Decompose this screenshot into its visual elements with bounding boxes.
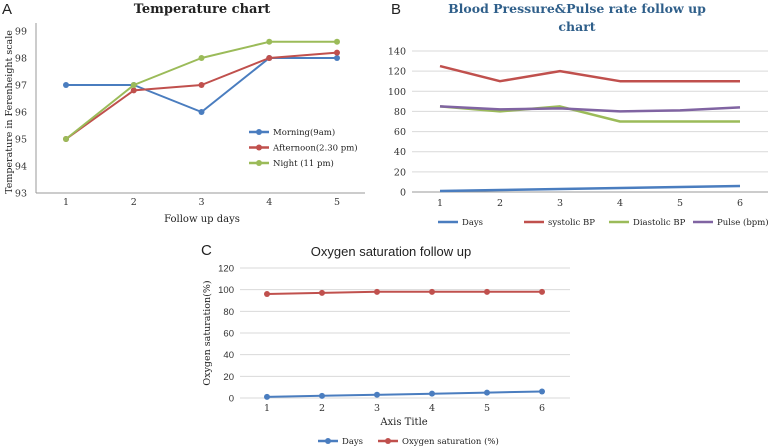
chart-a-series-afternoon-2-30-pm-point xyxy=(334,49,340,56)
chart-b-x-tick-label: 6 xyxy=(737,198,743,209)
chart-b-x-tick-label: 1 xyxy=(437,198,443,209)
chart-b-y-tick-label: 60 xyxy=(394,127,406,138)
chart-c-series-days-point xyxy=(539,388,545,395)
panel-b-letter: B xyxy=(391,1,401,18)
chart-b-legend-label: Days xyxy=(462,218,483,228)
chart-a-series-night-11-pm-point xyxy=(266,38,273,45)
chart-c-series-days-point xyxy=(429,390,435,397)
chart-c-series-days-point xyxy=(264,393,270,400)
chart-c-legend-marker xyxy=(385,438,391,444)
chart-c-series-oxygen-saturation-point xyxy=(319,289,325,296)
chart-a-series-morning-9am-point xyxy=(63,82,69,88)
chart-b-series-diastolic-bp-line xyxy=(439,105,740,123)
chart-a-legend-label: Afternoon(2.30 pm) xyxy=(272,143,358,154)
panel-c-letter: C xyxy=(201,242,212,259)
chart-c-ylabel: Oxygen saturation(%) xyxy=(202,280,213,385)
chart-c-y-tick-label: 60 xyxy=(223,329,234,340)
chart-a-y-tick-label: 93 xyxy=(15,189,27,200)
chart-b-y-tick-label: 100 xyxy=(388,87,406,98)
chart-c-x-tick-label: 5 xyxy=(484,403,490,414)
chart-c-x-tick-label: 1 xyxy=(264,403,270,414)
chart-a-series-night-11-pm-point xyxy=(198,55,205,61)
chart-a-series-morning-9am-point xyxy=(334,55,340,61)
chart-c-x-tick-label: 6 xyxy=(539,403,545,414)
chart-b-y-tick-label: 140 xyxy=(388,47,406,58)
chart-c-y-tick-label: 120 xyxy=(218,264,234,275)
chart-a-series-afternoon-2-30-pm-point xyxy=(130,87,137,94)
chart-a-y-tick-label: 95 xyxy=(15,135,27,146)
chart-a-series-night-11-pm-point xyxy=(63,136,69,142)
chart-b-title-line-2: chart xyxy=(558,19,595,34)
chart-b-legend-label: systolic BP xyxy=(548,218,595,228)
chart-c-y-tick-label: 40 xyxy=(223,350,234,361)
chart-b-legend-label: Pulse (bpm) xyxy=(717,217,769,228)
panel-b-bp-pulse-chart: B Blood Pressure&Pulse rate follow up ch… xyxy=(388,1,769,228)
chart-a-legend-label: Morning(9am) xyxy=(273,127,335,138)
chart-a-legend-marker xyxy=(256,144,262,151)
chart-a-series-morning-9am-point xyxy=(198,109,205,115)
chart-a-y-tick-label: 99 xyxy=(15,27,27,38)
chart-c-x-tick-label: 3 xyxy=(374,403,380,414)
panel-a-letter: A xyxy=(2,1,12,18)
chart-c-series-oxygen-saturation-point xyxy=(484,288,490,295)
chart-c-x-tick-label: 2 xyxy=(319,403,325,414)
chart-b-y-tick-label: 0 xyxy=(400,188,406,199)
chart-a-title: Temperature chart xyxy=(134,2,271,17)
chart-b-y-tick-label: 120 xyxy=(388,67,406,78)
chart-a-legend-marker xyxy=(256,160,262,166)
chart-a-y-tick-label: 97 xyxy=(15,81,27,92)
chart-a-x-tick-label: 5 xyxy=(334,197,340,208)
chart-b-series-systolic-bp-line xyxy=(439,64,740,83)
chart-b-legend-label: Diastolic BP xyxy=(633,218,686,228)
chart-b-x-tick-label: 4 xyxy=(617,198,623,209)
chart-c-legend-label: Oxygen saturation (%) xyxy=(402,436,499,447)
chart-b-series-days-line xyxy=(439,184,741,193)
chart-b-y-tick-label: 20 xyxy=(394,167,406,178)
chart-b-x-tick-label: 2 xyxy=(497,198,503,209)
chart-c-series-days-point xyxy=(484,389,490,396)
chart-a-legend-marker xyxy=(256,129,262,135)
chart-c-series-oxygen-saturation-point xyxy=(539,288,545,295)
chart-c-series-days-point xyxy=(319,392,325,399)
chart-a-ylabel: Temperature in Ferenheight scale xyxy=(4,30,15,194)
chart-c-y-tick-label: 100 xyxy=(218,285,234,296)
chart-c-y-tick-label: 0 xyxy=(229,394,234,405)
chart-a-x-tick-label: 3 xyxy=(198,197,204,208)
chart-b-series-pulse-bpm-line xyxy=(439,105,741,113)
chart-b-y-tick-label: 80 xyxy=(394,107,406,118)
chart-a-series-afternoon-2-30-pm-point xyxy=(266,55,273,61)
chart-c-title: Oxygen saturation follow up xyxy=(311,244,471,259)
chart-c-y-tick-label: 80 xyxy=(223,307,234,318)
chart-a-series-afternoon-2-30-pm-point xyxy=(198,82,205,88)
chart-a-xlabel: Follow up days xyxy=(164,214,240,225)
chart-c-xlabel: Axis Title xyxy=(379,417,427,428)
chart-c-series-oxygen-saturation-point xyxy=(429,288,435,295)
chart-b-x-tick-label: 3 xyxy=(557,198,563,209)
chart-c-series-oxygen-saturation-point xyxy=(374,288,380,295)
chart-c-series-days-point xyxy=(374,391,380,398)
chart-c-series-oxygen-saturation-point xyxy=(264,291,270,297)
chart-c-y-tick-label: 20 xyxy=(223,372,234,383)
chart-a-x-tick-label: 2 xyxy=(131,197,137,208)
chart-c-legend-label: Days xyxy=(342,437,363,447)
chart-c-x-tick-label: 4 xyxy=(429,403,435,414)
chart-c-series-days-line xyxy=(266,390,543,398)
chart-a-y-tick-label: 98 xyxy=(15,54,27,65)
chart-a-series-afternoon-2-30-pm-line xyxy=(65,51,338,140)
chart-b-y-tick-label: 40 xyxy=(394,147,406,158)
chart-a-legend-label: Night (11 pm) xyxy=(273,158,334,169)
chart-a-x-tick-label: 1 xyxy=(63,197,69,208)
panel-a-temperature-chart: A Temperature chart Follow up days Tempe… xyxy=(2,1,365,225)
chart-c-series-oxygen-saturation-line xyxy=(266,290,542,295)
chart-c-legend-marker xyxy=(325,438,331,444)
chart-a-y-tick-label: 94 xyxy=(15,162,27,173)
panel-c-oxygen-chart: C Oxygen saturation follow up Axis Title… xyxy=(201,242,570,447)
chart-a-y-tick-label: 96 xyxy=(15,108,27,119)
chart-a-x-tick-label: 4 xyxy=(266,197,272,208)
chart-b-title-line-1: Blood Pressure&Pulse rate follow up xyxy=(448,1,706,16)
chart-a-series-night-11-pm-point xyxy=(130,82,137,88)
chart-a-series-night-11-pm-point xyxy=(334,38,340,45)
chart-b-x-tick-label: 5 xyxy=(677,198,683,209)
